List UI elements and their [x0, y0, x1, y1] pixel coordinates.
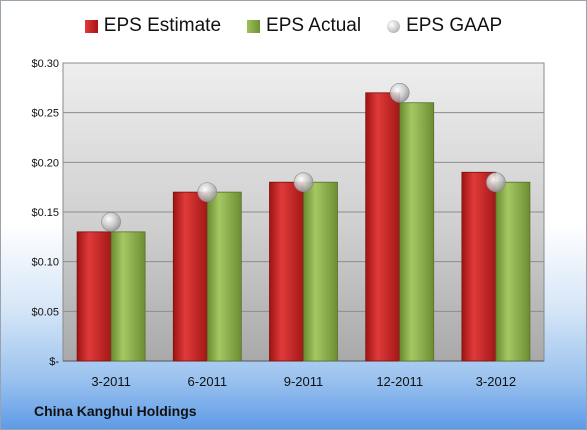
x-tick-label: 9-2011	[284, 374, 324, 389]
legend-swatch-eps-actual	[247, 19, 261, 33]
y-tick-label: $0.05	[31, 306, 59, 318]
y-tick-label: $0.30	[31, 58, 59, 70]
bar-eps-estimate	[269, 181, 304, 362]
bar-eps-estimate	[76, 231, 112, 362]
marker-eps-gaap	[197, 182, 218, 202]
company-name: China Kanghui Holdings	[34, 403, 197, 419]
y-tick-label: $0.20	[31, 157, 59, 169]
bar-eps-actual	[110, 231, 146, 362]
bar-eps-actual	[495, 181, 531, 362]
marker-eps-gaap	[101, 212, 121, 232]
bar-eps-estimate	[172, 191, 208, 362]
chart-legend: EPS Estimate EPS Actual EPS GAAP	[1, 15, 586, 37]
bar-eps-estimate	[461, 171, 497, 362]
legend-item-eps-estimate: EPS Estimate	[84, 15, 222, 37]
legend-label-eps-actual: EPS Actual	[266, 15, 362, 36]
bar-eps-actual	[399, 102, 435, 362]
y-tick-label: $0.25	[31, 108, 59, 120]
x-tick-label: 3-2012	[476, 374, 516, 389]
marker-eps-gaap	[486, 172, 506, 192]
bar-eps-estimate	[365, 92, 401, 362]
y-tick-label: $0.15	[31, 207, 59, 219]
bar-eps-actual	[206, 191, 242, 362]
x-tick-label: 6-2011	[188, 374, 228, 389]
legend-item-eps-actual: EPS Actual	[247, 15, 361, 37]
legend-label-eps-estimate: EPS Estimate	[103, 15, 222, 36]
y-tick-label: $-	[49, 356, 59, 368]
legend-item-eps-gaap: EPS GAAP	[387, 15, 502, 37]
marker-eps-gaap	[293, 172, 314, 192]
legend-swatch-eps-estimate	[84, 19, 98, 33]
marker-eps-gaap	[389, 83, 410, 103]
bar-eps-actual	[303, 181, 338, 362]
legend-swatch-eps-gaap	[387, 19, 401, 33]
y-tick-label: $0.10	[31, 257, 59, 269]
x-tick-label: 3-2011	[91, 374, 131, 389]
x-tick-label: 12-2011	[376, 374, 423, 389]
legend-label-eps-gaap: EPS GAAP	[406, 15, 503, 36]
